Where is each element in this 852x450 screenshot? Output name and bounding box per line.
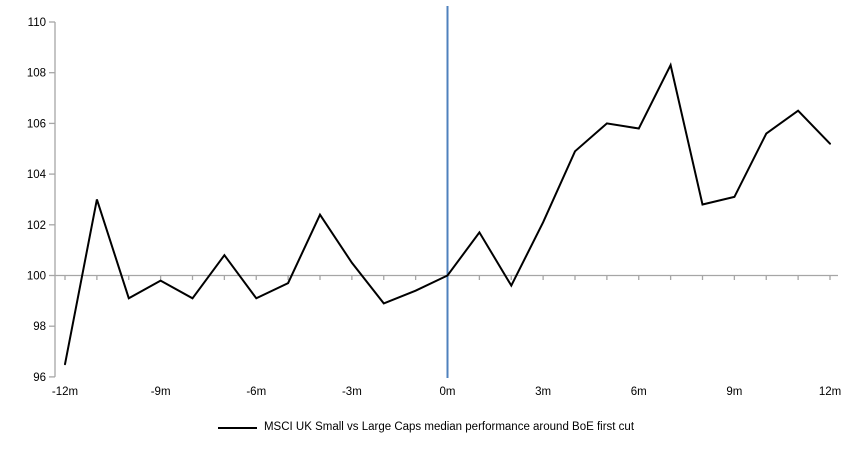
x-tick-label--12m: -12m xyxy=(52,386,78,398)
y-tick-label-98: 98 xyxy=(33,321,46,333)
legend-label: MSCI UK Small vs Large Caps median perfo… xyxy=(263,421,635,434)
y-tick-label-110: 110 xyxy=(28,17,46,29)
x-tick-label-3m: 3m xyxy=(535,386,551,398)
y-tick-label-100: 100 xyxy=(27,271,46,283)
x-tick-label-9m: 9m xyxy=(726,386,742,398)
y-tick-label-108: 108 xyxy=(27,68,46,80)
x-tick-label-12m: 12m xyxy=(819,386,841,398)
x-tick-label--3m: -3m xyxy=(342,386,362,398)
legend: MSCI UK Small vs Large Caps median perfo… xyxy=(0,417,852,439)
y-tick-label-96: 96 xyxy=(33,372,46,384)
legend-line-swatch xyxy=(217,427,257,429)
line-chart: 96 98 100 102 104 106 108 110 -12m -9m -6m -3m 0m 3m 6… xyxy=(27,6,841,398)
series-line-0 xyxy=(64,62,831,366)
x-tick-label-0m: 0m xyxy=(440,386,456,398)
x-tick-label--6m: -6m xyxy=(246,386,266,398)
x-tick-label-6m: 6m xyxy=(631,386,647,398)
y-tick-label-106: 106 xyxy=(27,118,46,130)
y-tick-label-102: 102 xyxy=(27,220,46,232)
y-tick-label-104: 104 xyxy=(27,169,47,181)
x-tick-label--9m: -9m xyxy=(151,386,171,398)
